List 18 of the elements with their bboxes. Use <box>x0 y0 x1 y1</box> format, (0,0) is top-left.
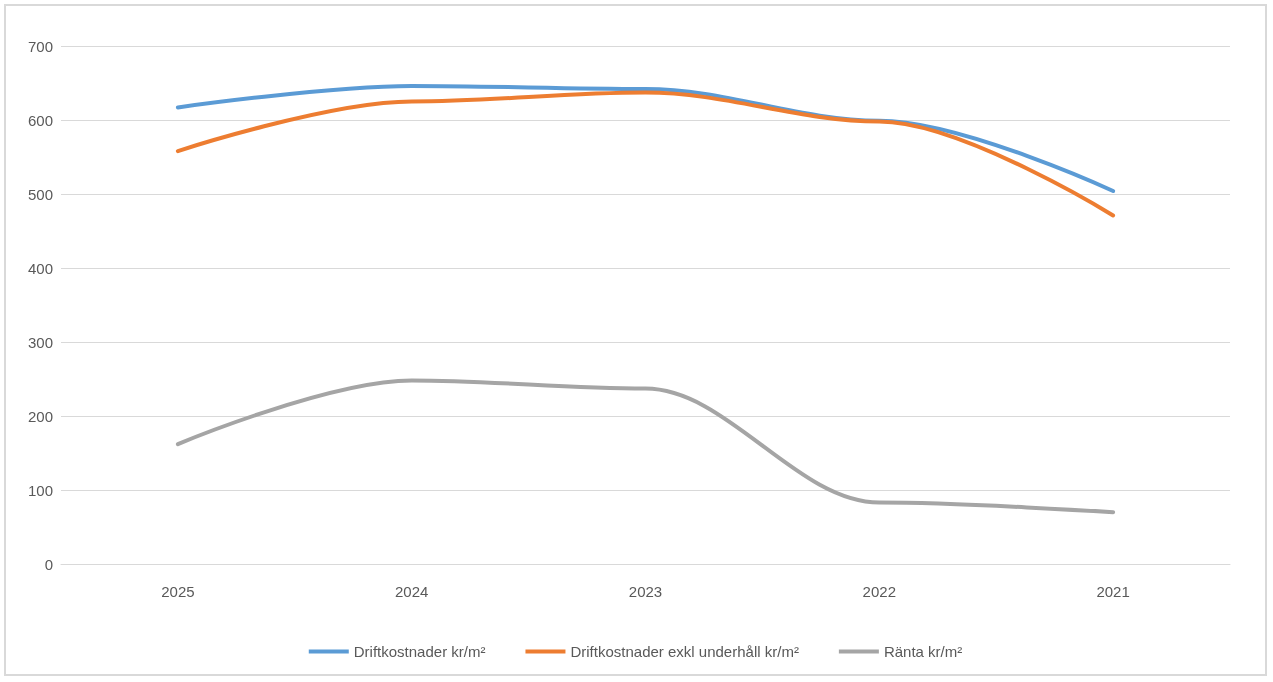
y-tick-label: 400 <box>27 259 53 277</box>
y-tick-label: 0 <box>44 555 53 573</box>
line-series <box>175 378 1116 515</box>
y-tick-label: 200 <box>27 407 53 425</box>
y-tick-label: 300 <box>27 333 53 351</box>
legend-label: Driftkostnader exkl underhåll kr/m² <box>570 643 799 660</box>
x-tick-label: 2024 <box>395 583 429 600</box>
legend-label: Driftkostnader kr/m² <box>353 643 486 660</box>
x-tick-label: 2022 <box>862 583 896 600</box>
x-tick-label: 2023 <box>628 583 663 600</box>
line-series <box>175 90 1116 218</box>
y-tick-label: 500 <box>27 185 53 203</box>
y-tick-label: 700 <box>27 37 53 55</box>
x-tick-label: 2025 <box>161 583 195 600</box>
x-tick-label: 2021 <box>1096 583 1130 600</box>
y-tick-label: 100 <box>27 481 53 499</box>
y-tick-label: 600 <box>27 111 53 129</box>
legend-label: Ränta kr/m² <box>883 643 963 660</box>
